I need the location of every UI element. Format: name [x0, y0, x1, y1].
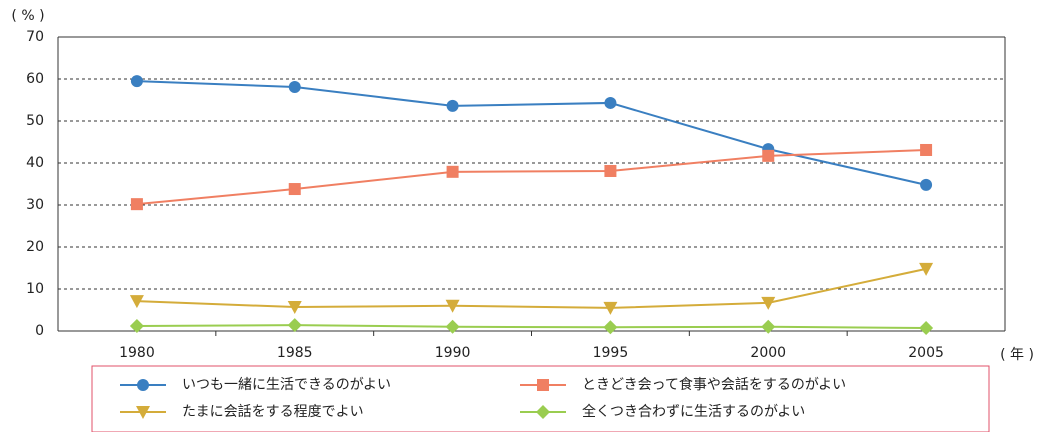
legend-box — [91, 365, 990, 432]
marker — [919, 321, 934, 336]
x-tick-label: 1980 — [119, 345, 155, 361]
marker — [287, 318, 302, 333]
marker — [446, 165, 459, 178]
marker — [445, 299, 460, 313]
marker — [604, 96, 617, 109]
x-tick-label: 1985 — [277, 345, 313, 361]
marker — [288, 183, 301, 196]
y-tick-label: 60 — [26, 71, 44, 87]
marker — [136, 406, 150, 419]
marker — [603, 301, 618, 315]
series-line — [136, 80, 927, 186]
x-tick-label: 2005 — [908, 345, 944, 361]
marker — [603, 320, 618, 335]
legend-label: たまに会話をする程度でよい — [182, 403, 364, 420]
marker — [604, 164, 617, 177]
marker — [129, 318, 144, 333]
y-tick-label: 20 — [26, 239, 44, 255]
marker — [445, 319, 460, 334]
y-tick-label: 10 — [26, 281, 44, 297]
series-line — [136, 324, 927, 330]
marker — [537, 379, 549, 391]
y-tick-label: 30 — [26, 197, 44, 213]
x-tick-label: 1995 — [593, 345, 629, 361]
marker — [129, 295, 144, 309]
x-unit: ( 年 ) — [1000, 347, 1034, 363]
marker — [920, 143, 933, 156]
marker — [287, 301, 302, 315]
y-tick-label: 50 — [26, 113, 44, 129]
legend-label: いつも一緒に生活できるのがよい — [182, 377, 391, 393]
y-tick-label: 0 — [35, 323, 44, 339]
series-line — [136, 148, 927, 206]
marker — [920, 178, 933, 191]
legend-label: 全くつき合わずに生活するのがよい — [582, 403, 805, 420]
y-tick-label: 40 — [26, 155, 44, 171]
marker — [762, 149, 775, 162]
x-tick-label: 2000 — [750, 345, 786, 361]
marker — [446, 99, 459, 112]
series-line — [136, 267, 927, 309]
marker — [137, 379, 149, 391]
marker — [761, 296, 776, 310]
legend-label: ときどき会って食事や会話をするのがよい — [582, 376, 846, 393]
marker — [130, 75, 143, 88]
marker — [536, 405, 550, 419]
marker — [761, 319, 776, 334]
x-tick-label: 1990 — [435, 345, 471, 361]
y-tick-label: 70 — [26, 29, 44, 45]
marker — [288, 80, 301, 93]
y-unit: ( % ) — [11, 8, 44, 24]
marker — [919, 262, 934, 276]
marker — [130, 198, 143, 211]
